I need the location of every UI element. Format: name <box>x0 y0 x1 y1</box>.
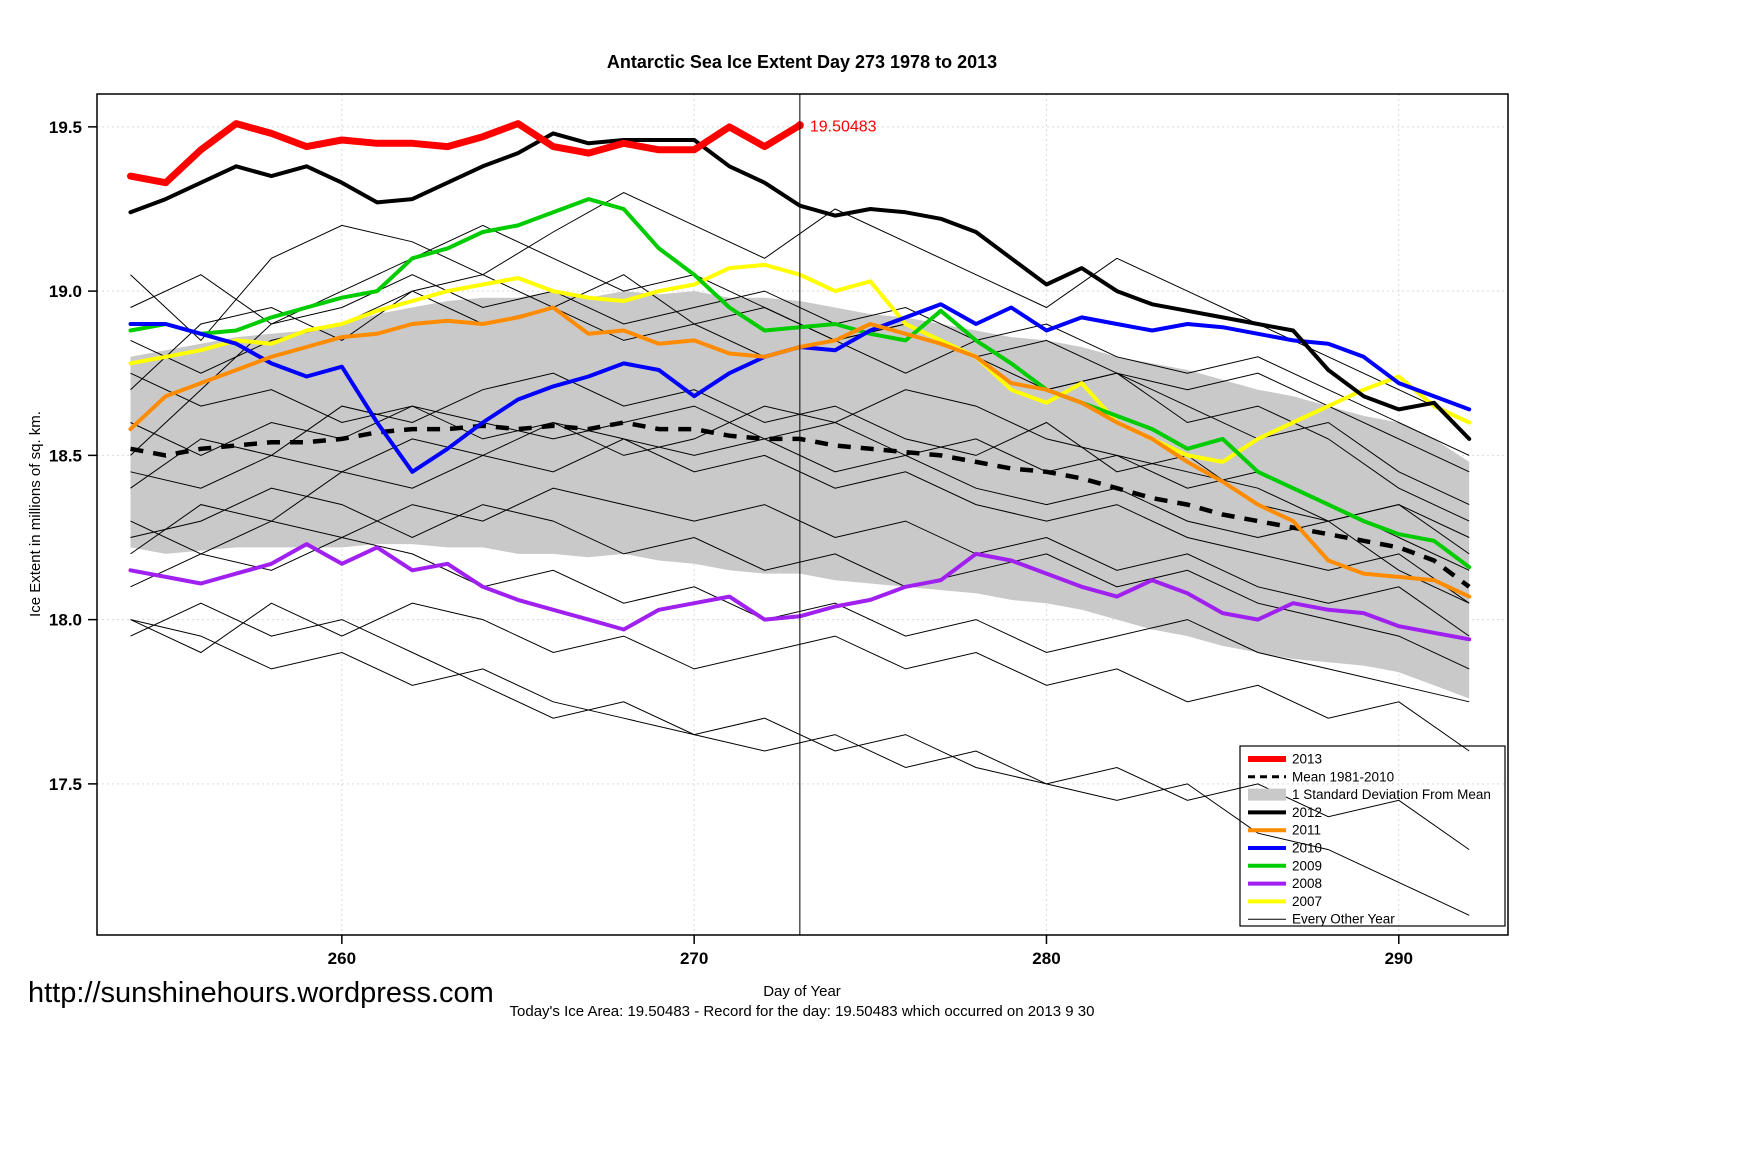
record-annotation: 19.50483 <box>810 118 877 135</box>
y-axis-tick-label: 18.0 <box>49 611 82 630</box>
legend-band-swatch <box>1248 788 1286 801</box>
y-axis-tick-label: 17.5 <box>49 775 82 794</box>
x-axis-label: Day of Year <box>763 983 841 1000</box>
y-axis: 17.5 18.0 18.5 19.0 19.5 <box>49 118 97 794</box>
x-axis-tick-label: 290 <box>1385 949 1413 968</box>
x-axis-tick-label: 280 <box>1032 949 1060 968</box>
legend-label: 2011 <box>1292 823 1321 838</box>
legend-label: 2012 <box>1292 805 1322 820</box>
x-axis-tick-label: 270 <box>680 949 708 968</box>
legend-label: 2007 <box>1292 894 1322 909</box>
legend-label: 2010 <box>1292 841 1322 856</box>
legend-label: 1 Standard Deviation From Mean <box>1292 787 1491 802</box>
legend: 2013 Mean 1981-2010 1 Standard Deviation F… <box>1239 745 1506 927</box>
watermark-url: http://sunshinehours.wordpress.com <box>28 977 494 1009</box>
legend-label: 2009 <box>1292 858 1322 873</box>
ice-area-note: Today's Ice Area: 19.50483 - Record for … <box>510 1003 1095 1020</box>
x-axis: 260 270 280 290 <box>328 935 1413 968</box>
y-axis-tick-label: 18.5 <box>49 446 82 465</box>
y-axis-tick-label: 19.5 <box>49 118 82 137</box>
y-axis-tick-label: 19.0 <box>49 282 82 301</box>
chart-title: Antarctic Sea Ice Extent Day 273 1978 to… <box>607 52 997 72</box>
x-axis-tick-label: 260 <box>328 949 356 968</box>
legend-label: 2008 <box>1292 876 1322 891</box>
legend-box <box>1239 745 1506 927</box>
y-axis-label: Ice Extent in millions of sq. km. <box>27 411 44 617</box>
plot-border <box>96 93 1509 936</box>
series-line-2013 <box>127 120 804 187</box>
legend-label: Every Other Year <box>1292 912 1395 927</box>
legend-label: 2013 <box>1292 752 1322 767</box>
legend-label: Mean 1981-2010 <box>1292 769 1394 784</box>
